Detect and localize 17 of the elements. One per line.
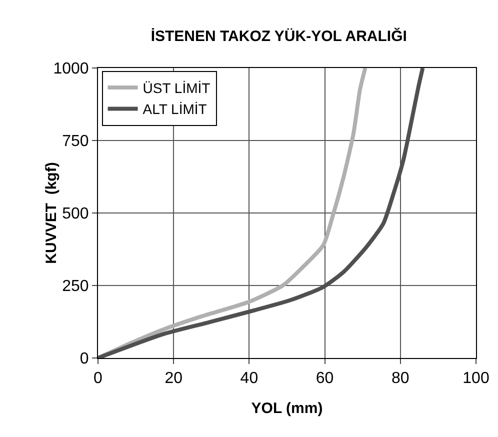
chart-title: İSTENEN TAKOZ YÜK-YOL ARALIĞI — [150, 27, 407, 46]
x-tick-label: 100 — [462, 370, 490, 388]
y-tick-label: 500 — [62, 206, 89, 223]
y-tick-label: 0 — [80, 350, 89, 368]
y-tick-label: 1000 — [53, 60, 89, 78]
x-tick-label: 60 — [316, 370, 334, 388]
x-tick-label: 0 — [94, 370, 103, 388]
y-axis-title: KUVVET (kgf) — [43, 162, 60, 264]
x-tick-label: 40 — [240, 370, 258, 388]
line-series — [98, 68, 368, 358]
x-tick-label: 20 — [164, 370, 183, 388]
y-tick-label: 750 — [62, 133, 89, 150]
x-tick-label: 80 — [392, 370, 410, 388]
y-tick-label: 250 — [62, 278, 89, 296]
legend-label: ALT LİMİT — [142, 101, 208, 118]
legend-label: ÜST LİMİT — [142, 80, 211, 96]
x-axis-title: YOL (mm) — [251, 400, 323, 417]
